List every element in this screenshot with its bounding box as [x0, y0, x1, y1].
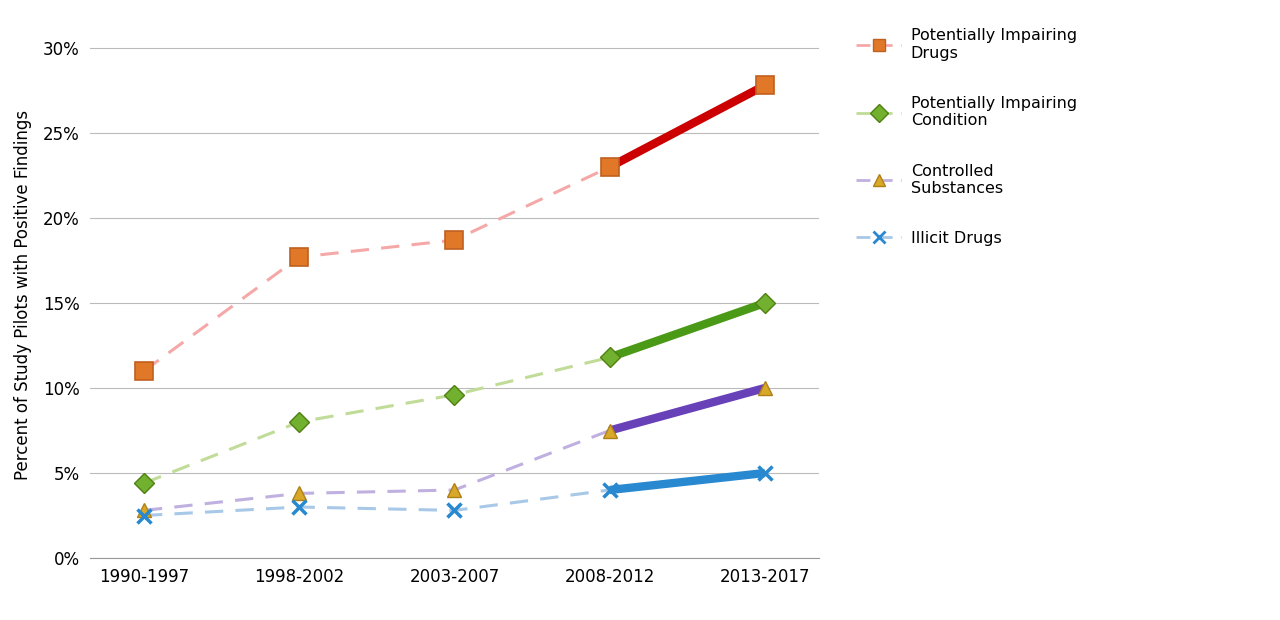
Legend: Potentially Impairing
Drugs, Potentially Impairing
Condition, Controlled
Substan: Potentially Impairing Drugs, Potentially…	[856, 29, 1076, 246]
Y-axis label: Percent of Study Pilots with Positive Findings: Percent of Study Pilots with Positive Fi…	[14, 110, 32, 479]
